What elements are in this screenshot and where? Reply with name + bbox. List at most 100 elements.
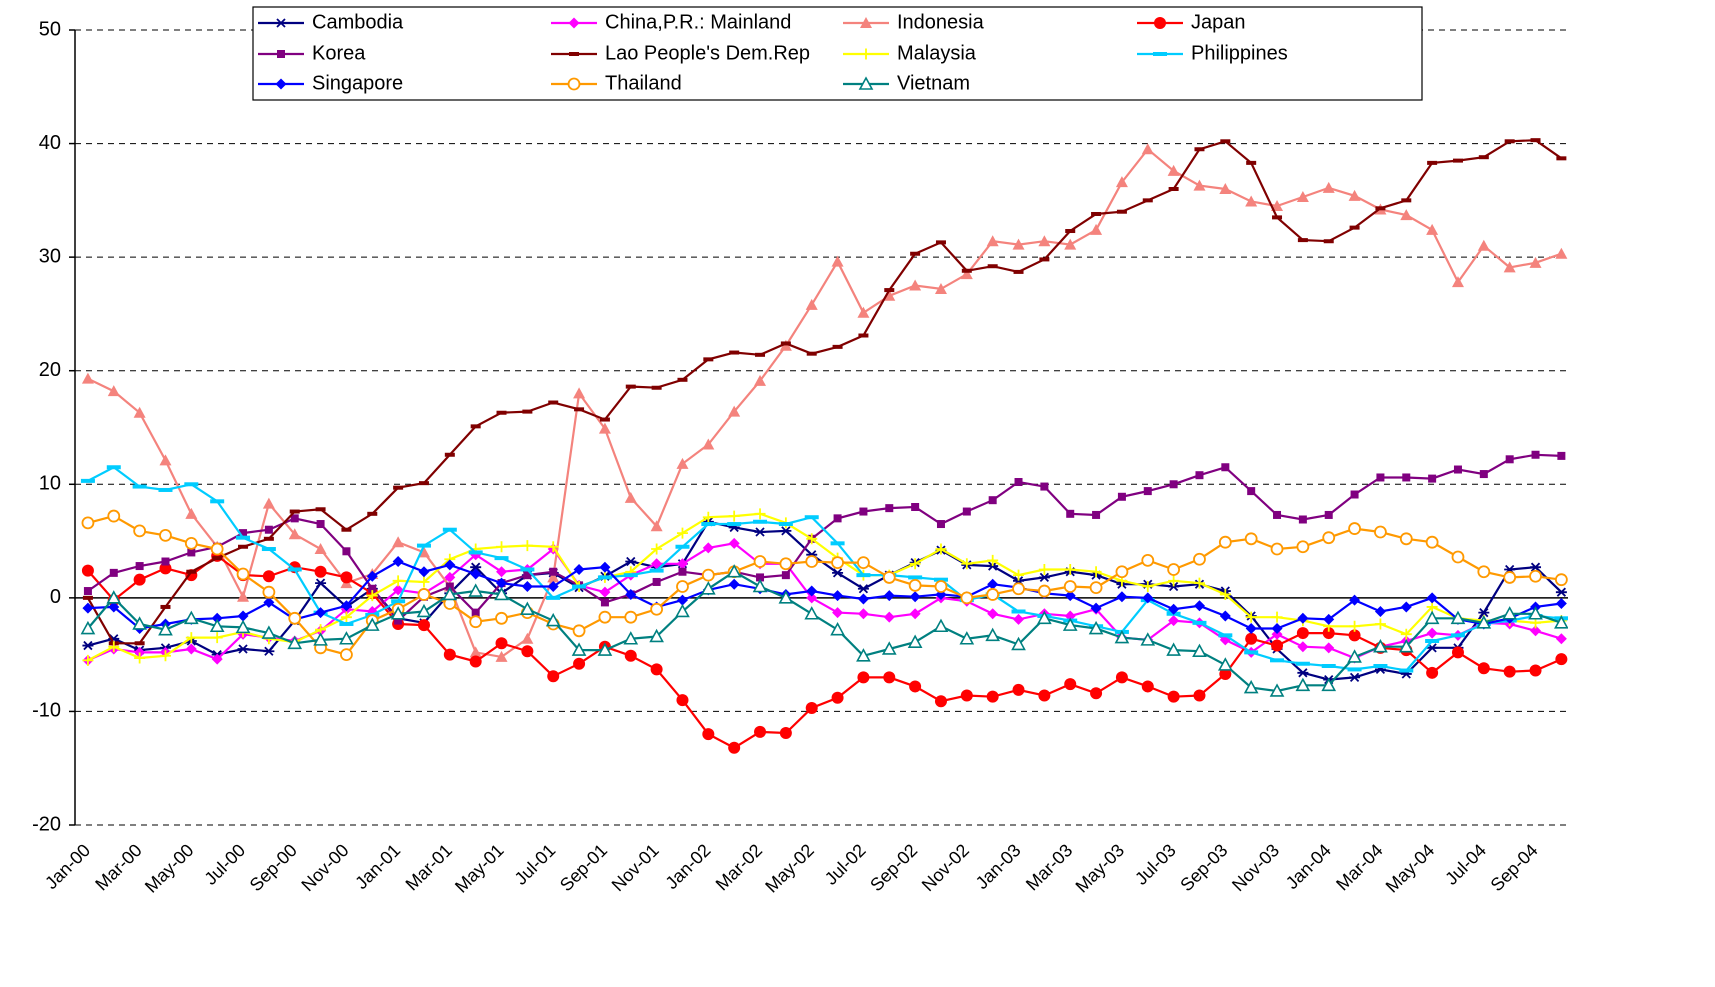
marker (832, 568, 844, 578)
marker (960, 591, 974, 605)
marker (275, 78, 287, 90)
marker (755, 352, 766, 357)
marker (106, 465, 121, 470)
marker (779, 557, 793, 571)
marker (1477, 239, 1490, 251)
marker (106, 590, 122, 604)
marker (1092, 510, 1101, 519)
marker (313, 632, 328, 646)
marker (521, 540, 533, 552)
marker (264, 525, 273, 534)
marker (546, 595, 561, 600)
marker (1141, 143, 1154, 155)
marker (470, 568, 482, 580)
x-tick-label: Sep-03 (1176, 840, 1231, 895)
marker (1374, 618, 1386, 630)
marker (1297, 668, 1309, 678)
marker (860, 17, 872, 28)
marker (1037, 610, 1052, 625)
marker (287, 567, 302, 572)
marker (185, 632, 197, 644)
marker (82, 654, 94, 666)
marker (987, 578, 999, 590)
marker (340, 611, 352, 623)
marker (108, 601, 120, 613)
x-tick-label: Mar-02 (712, 840, 766, 894)
marker (598, 610, 612, 624)
marker (1426, 627, 1438, 639)
marker (1324, 510, 1333, 519)
marker (1090, 602, 1102, 614)
marker (418, 576, 430, 588)
marker (107, 509, 121, 523)
marker (444, 452, 455, 457)
marker (934, 282, 947, 294)
marker (1398, 639, 1414, 653)
marker (80, 620, 96, 635)
marker (1478, 155, 1489, 160)
marker (573, 657, 586, 670)
marker (159, 650, 171, 662)
marker (652, 577, 661, 586)
marker (236, 535, 251, 540)
legend-label: Singapore (312, 72, 403, 94)
marker (1219, 183, 1232, 194)
marker (831, 691, 844, 704)
marker (1321, 664, 1336, 668)
marker (1142, 581, 1154, 592)
marker (442, 586, 458, 601)
marker (752, 578, 768, 593)
marker (496, 410, 507, 415)
marker (1193, 179, 1206, 191)
x-tick-label: Nov-01 (608, 840, 663, 895)
marker (1451, 550, 1465, 564)
series-line (87, 560, 1562, 630)
marker (495, 650, 508, 662)
legend-label: Malaysia (897, 42, 977, 64)
series-line (87, 570, 1562, 693)
marker (806, 351, 817, 356)
marker (1117, 492, 1126, 501)
marker (831, 255, 844, 267)
marker (1064, 238, 1077, 250)
marker (567, 77, 581, 91)
marker (1555, 633, 1567, 645)
marker (1529, 256, 1542, 268)
y-tick-label: 0 (50, 586, 61, 608)
marker (988, 496, 997, 505)
marker (831, 556, 844, 570)
x-tick-label: Sep-01 (556, 840, 611, 895)
marker (1400, 601, 1412, 613)
marker (780, 526, 792, 536)
marker (315, 507, 326, 512)
marker (959, 631, 975, 645)
marker (261, 547, 276, 552)
marker (1153, 52, 1167, 56)
marker (237, 590, 250, 602)
x-tick-label: Jul-03 (1131, 840, 1180, 889)
x-tick-label: Mar-03 (1022, 840, 1076, 894)
marker (444, 571, 456, 583)
marker (856, 648, 871, 662)
marker (237, 610, 249, 622)
x-tick-label: Sep-00 (246, 840, 301, 895)
marker (521, 581, 533, 592)
marker (910, 251, 921, 256)
marker (238, 544, 249, 549)
marker (754, 374, 767, 386)
marker (1038, 563, 1050, 575)
marker (1168, 615, 1180, 627)
marker (572, 584, 587, 589)
marker (1451, 646, 1464, 659)
marker (1247, 487, 1256, 496)
marker (287, 635, 303, 650)
marker (856, 573, 871, 578)
marker (911, 503, 920, 511)
marker (1530, 562, 1542, 572)
marker (1427, 160, 1438, 165)
marker (1114, 629, 1130, 644)
marker (1221, 463, 1230, 472)
marker (1066, 509, 1075, 518)
marker (470, 424, 481, 429)
